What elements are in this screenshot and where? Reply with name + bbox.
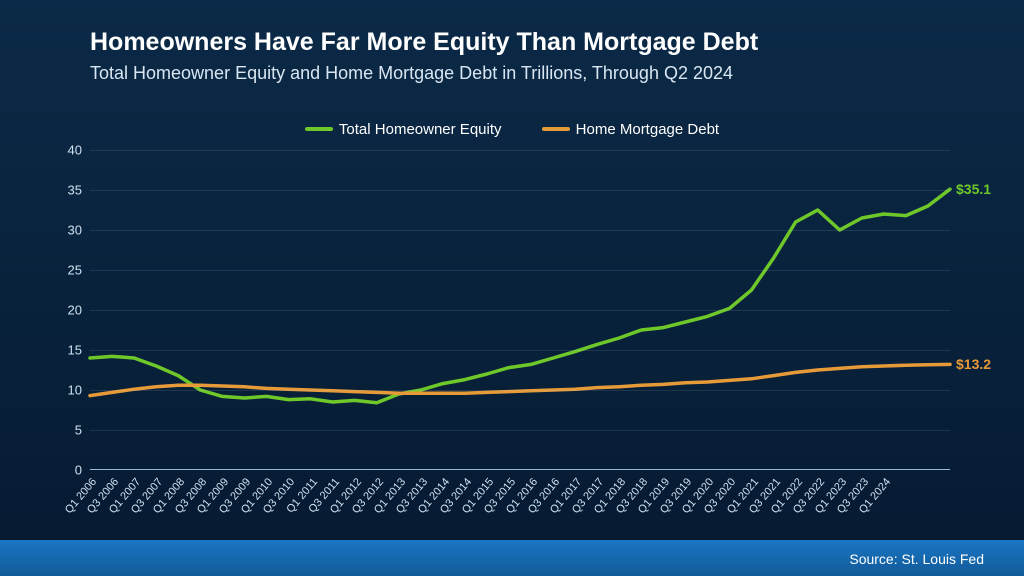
gridline <box>90 390 950 391</box>
gridline <box>90 190 950 191</box>
chart-subtitle: Total Homeowner Equity and Home Mortgage… <box>90 63 733 84</box>
y-tick-label: 35 <box>68 183 82 198</box>
legend-item-debt: Home Mortgage Debt <box>542 121 719 138</box>
y-tick-label: 5 <box>75 423 82 438</box>
chart-area: 0510152025303540Q1 2006Q3 2006Q1 2007Q3 … <box>90 150 950 470</box>
legend-swatch-debt <box>542 127 570 131</box>
legend-swatch-equity <box>305 127 333 131</box>
gridline <box>90 310 950 311</box>
chart-title: Homeowners Have Far More Equity Than Mor… <box>90 28 758 57</box>
gridline <box>90 270 950 271</box>
legend: Total Homeowner Equity Home Mortgage Deb… <box>0 118 1024 138</box>
y-tick-label: 20 <box>68 303 82 318</box>
y-tick-label: 15 <box>68 343 82 358</box>
legend-label-debt: Home Mortgage Debt <box>576 121 719 138</box>
y-tick-label: 0 <box>75 463 82 478</box>
legend-item-equity: Total Homeowner Equity <box>305 121 502 138</box>
legend-label-equity: Total Homeowner Equity <box>339 121 502 138</box>
source-label: Source: St. Louis Fed <box>849 551 984 567</box>
y-tick-label: 40 <box>68 143 82 158</box>
gridline <box>90 430 950 431</box>
y-tick-label: 10 <box>68 383 82 398</box>
end-label-equity: $35.1 <box>956 181 991 197</box>
gridline <box>90 350 950 351</box>
end-label-debt: $13.2 <box>956 356 991 372</box>
gridline <box>90 230 950 231</box>
y-tick-label: 25 <box>68 263 82 278</box>
gridline <box>90 150 950 151</box>
y-tick-label: 30 <box>68 223 82 238</box>
